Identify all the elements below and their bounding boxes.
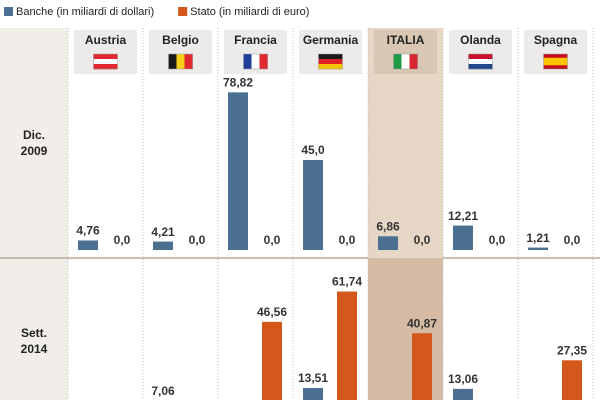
bar: [303, 387, 323, 400]
flag: [251, 54, 260, 69]
value-label: 13,06: [448, 372, 478, 386]
column-header: Francia: [234, 33, 277, 47]
flag-border: [393, 53, 418, 70]
value-label: 0,0: [414, 233, 431, 247]
value-label: 0,0: [489, 233, 506, 247]
value-label: 40,87: [407, 316, 437, 330]
legend-swatch: [178, 7, 188, 16]
flag-border: [168, 53, 193, 70]
flag: [318, 54, 343, 60]
column-header: ITALIA: [387, 33, 425, 47]
column-header: Olanda: [460, 33, 501, 47]
column-header: Belgio: [162, 33, 199, 47]
flag: [184, 54, 193, 69]
bar: [78, 240, 98, 250]
bar: [228, 92, 248, 250]
column-header: Spagna: [534, 33, 578, 47]
flag: [243, 54, 252, 69]
legend-swatch: [4, 7, 13, 16]
bar: [412, 333, 432, 400]
value-label: 0,0: [189, 233, 206, 247]
value-label: 0,0: [114, 233, 131, 247]
bar: [337, 291, 357, 400]
row-label: Dic.: [23, 128, 45, 142]
row-label: 2014: [21, 342, 48, 356]
value-label: 13,51: [298, 371, 328, 385]
flag: [401, 54, 410, 69]
value-label: 1,21: [526, 231, 550, 245]
legend-label: Banche (in miliardi di dollari): [16, 6, 154, 18]
row-label: 2009: [21, 144, 48, 158]
value-label: 27,35: [557, 343, 587, 357]
value-label: 61,74: [332, 275, 362, 289]
bar: [153, 241, 173, 250]
flag: [393, 54, 402, 69]
value-label: 4,76: [76, 224, 100, 238]
value-label: 4,21: [151, 225, 175, 239]
bar: [303, 160, 323, 250]
flag-border: [543, 53, 568, 70]
value-label: 0,0: [339, 233, 356, 247]
legend: Banche (in miliardi di dollari) Stato (in…: [4, 6, 309, 18]
flag: [468, 54, 493, 60]
flag-border: [243, 53, 268, 70]
flag-border: [93, 53, 118, 70]
value-label: 0,0: [264, 233, 281, 247]
bar: [562, 360, 582, 400]
column-header: Germania: [303, 33, 359, 47]
value-label: 45,0: [301, 143, 325, 157]
value-label: 12,21: [448, 209, 478, 223]
flag: [543, 57, 568, 66]
bar: [262, 321, 282, 400]
flag: [168, 54, 177, 69]
value-label: 46,56: [257, 305, 287, 319]
legend-label: Stato (in miliardi di euro): [190, 6, 309, 18]
flag: [409, 54, 418, 69]
flag: [93, 64, 118, 70]
value-label: 7,06: [151, 384, 175, 398]
value-label: 78,82: [223, 76, 253, 90]
bar: [378, 236, 398, 250]
flag: [318, 64, 343, 70]
flag: [468, 59, 493, 65]
column-header: Austria: [85, 33, 127, 47]
row-label-column: [0, 28, 68, 400]
flag: [259, 54, 268, 69]
bar: [528, 247, 548, 250]
flag: [468, 64, 493, 70]
flag-border: [318, 53, 343, 70]
flag-border: [468, 53, 493, 70]
flag: [318, 59, 343, 65]
flag: [93, 59, 118, 65]
flag: [93, 54, 118, 60]
value-label: 6,86: [376, 219, 400, 233]
bar: [453, 388, 473, 400]
value-label: 0,0: [564, 233, 581, 247]
row-label: Sett.: [21, 326, 47, 340]
bar: [453, 225, 473, 250]
flag: [176, 54, 185, 69]
